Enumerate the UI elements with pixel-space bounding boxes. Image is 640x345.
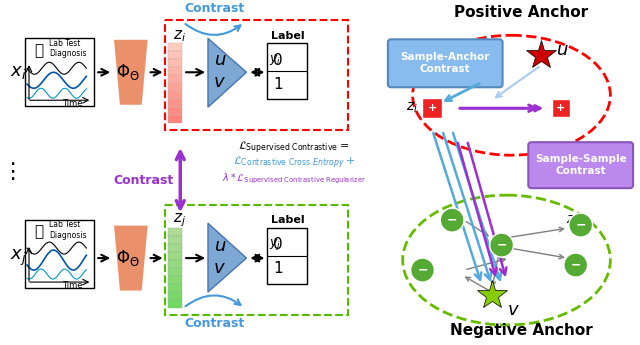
Circle shape bbox=[569, 213, 593, 237]
Text: −: − bbox=[570, 259, 581, 272]
FancyBboxPatch shape bbox=[168, 99, 182, 107]
FancyBboxPatch shape bbox=[168, 43, 182, 51]
Text: Label: Label bbox=[271, 31, 305, 41]
Polygon shape bbox=[208, 223, 246, 292]
Text: $z_j$: $z_j$ bbox=[173, 211, 186, 229]
Text: $v$: $v$ bbox=[213, 259, 227, 277]
FancyBboxPatch shape bbox=[168, 244, 182, 252]
FancyBboxPatch shape bbox=[168, 67, 182, 75]
Text: $x_i$: $x_i$ bbox=[10, 63, 27, 81]
Text: Sample-Anchor
Contrast: Sample-Anchor Contrast bbox=[401, 52, 490, 74]
Circle shape bbox=[411, 258, 435, 282]
Text: +: + bbox=[556, 103, 566, 113]
Text: $u$: $u$ bbox=[214, 51, 226, 69]
Text: −: − bbox=[575, 219, 586, 231]
FancyBboxPatch shape bbox=[168, 292, 182, 299]
Text: 📄: 📄 bbox=[34, 43, 43, 58]
Text: 1: 1 bbox=[273, 260, 283, 276]
Text: $z_i$: $z_i$ bbox=[173, 28, 186, 44]
FancyBboxPatch shape bbox=[168, 268, 182, 276]
FancyBboxPatch shape bbox=[268, 228, 307, 284]
FancyBboxPatch shape bbox=[528, 142, 633, 188]
Text: Sample-Sample
Contrast: Sample-Sample Contrast bbox=[535, 154, 627, 176]
FancyBboxPatch shape bbox=[168, 107, 182, 115]
Text: Contrast: Contrast bbox=[113, 174, 174, 187]
FancyBboxPatch shape bbox=[388, 39, 502, 87]
Text: $v$: $v$ bbox=[213, 73, 227, 91]
Text: −: − bbox=[417, 264, 428, 277]
Text: $\Phi_\Theta$: $\Phi_\Theta$ bbox=[116, 62, 140, 82]
Text: $u$: $u$ bbox=[556, 41, 568, 59]
FancyBboxPatch shape bbox=[168, 236, 182, 244]
Polygon shape bbox=[114, 226, 148, 290]
FancyBboxPatch shape bbox=[168, 91, 182, 99]
FancyBboxPatch shape bbox=[25, 220, 94, 288]
Polygon shape bbox=[208, 38, 246, 107]
Text: ⋮: ⋮ bbox=[1, 162, 23, 182]
Text: $\lambda * \mathcal{L}_{\mathrm{Supervised\ Contrastive\ Regularizer}}$: $\lambda * \mathcal{L}_{\mathrm{Supervis… bbox=[221, 172, 366, 186]
Text: $z_j$: $z_j$ bbox=[566, 214, 578, 230]
FancyBboxPatch shape bbox=[168, 284, 182, 292]
Text: Lab Test
Diagnosis: Lab Test Diagnosis bbox=[49, 39, 86, 58]
FancyBboxPatch shape bbox=[168, 260, 182, 268]
Text: 1: 1 bbox=[273, 77, 283, 92]
FancyBboxPatch shape bbox=[552, 99, 570, 117]
Circle shape bbox=[490, 233, 513, 257]
Text: Contrast: Contrast bbox=[185, 2, 245, 15]
Text: $\mathcal{L}_{\mathrm{Contrastive\ Cross}\ \mathit{Entropy}}+$: $\mathcal{L}_{\mathrm{Contrastive\ Cross… bbox=[233, 155, 355, 171]
FancyBboxPatch shape bbox=[168, 228, 182, 236]
FancyBboxPatch shape bbox=[168, 75, 182, 83]
Text: $x_j$: $x_j$ bbox=[10, 248, 27, 268]
Text: Lab Test
Diagnosis: Lab Test Diagnosis bbox=[49, 220, 86, 240]
Circle shape bbox=[440, 208, 464, 232]
Text: Contrast: Contrast bbox=[185, 316, 245, 329]
Text: 0: 0 bbox=[273, 237, 283, 252]
FancyBboxPatch shape bbox=[25, 38, 94, 106]
Text: $v$: $v$ bbox=[506, 301, 520, 319]
Circle shape bbox=[564, 253, 588, 277]
FancyBboxPatch shape bbox=[168, 252, 182, 259]
Text: $\mathcal{L}_{\mathrm{Supervised\ Contrastive}}=$: $\mathcal{L}_{\mathrm{Supervised\ Contra… bbox=[238, 140, 349, 156]
FancyBboxPatch shape bbox=[168, 59, 182, 67]
Text: $y_j$: $y_j$ bbox=[269, 237, 282, 252]
Text: Time: Time bbox=[61, 99, 82, 108]
Text: 0: 0 bbox=[273, 53, 283, 68]
FancyBboxPatch shape bbox=[168, 115, 182, 123]
FancyBboxPatch shape bbox=[168, 276, 182, 284]
Text: $\Phi_\Theta$: $\Phi_\Theta$ bbox=[116, 248, 140, 268]
Text: −: − bbox=[447, 214, 458, 227]
FancyBboxPatch shape bbox=[268, 43, 307, 99]
Text: −: − bbox=[497, 239, 507, 252]
Text: $y_i$: $y_i$ bbox=[269, 53, 282, 67]
Text: Label: Label bbox=[271, 215, 305, 225]
Text: Time: Time bbox=[61, 280, 82, 289]
FancyBboxPatch shape bbox=[168, 51, 182, 59]
Text: $u$: $u$ bbox=[214, 237, 226, 255]
Polygon shape bbox=[114, 40, 148, 105]
Text: Negative Anchor: Negative Anchor bbox=[450, 323, 593, 337]
Text: 📄: 📄 bbox=[34, 225, 43, 240]
Text: +: + bbox=[428, 103, 437, 113]
FancyBboxPatch shape bbox=[168, 83, 182, 91]
Text: $z_i$: $z_i$ bbox=[406, 101, 417, 116]
Text: Positive Anchor: Positive Anchor bbox=[454, 5, 588, 20]
FancyBboxPatch shape bbox=[422, 98, 442, 118]
FancyBboxPatch shape bbox=[168, 300, 182, 307]
